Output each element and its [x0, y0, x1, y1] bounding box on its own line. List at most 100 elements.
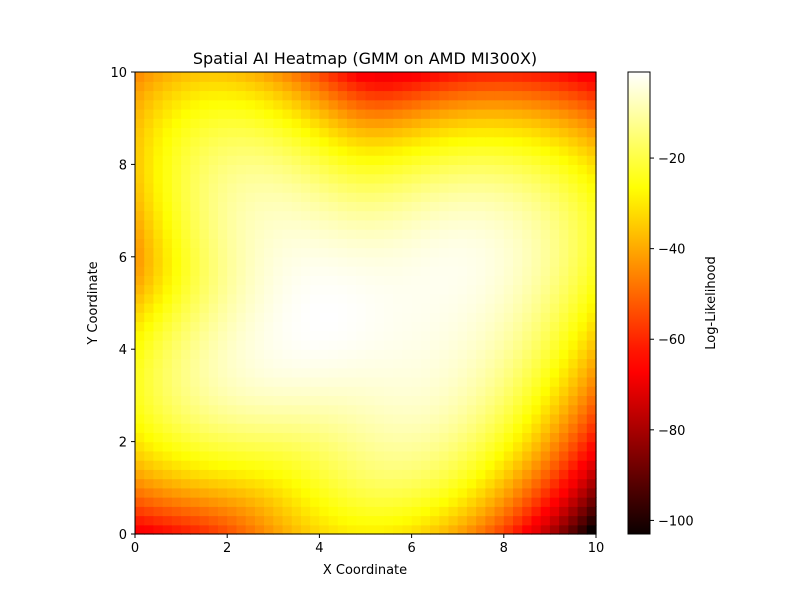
heatmap-cell: [586, 192, 597, 202]
heatmap-cell: [264, 312, 274, 323]
heatmap-cell: [300, 432, 311, 443]
heatmap-cell: [522, 90, 533, 101]
heatmap-cell: [319, 81, 330, 92]
heatmap-cell: [531, 423, 542, 433]
heatmap-cell: [208, 395, 219, 406]
heatmap-cell: [466, 367, 477, 378]
heatmap-cell: [273, 127, 284, 138]
heatmap-cell: [549, 201, 560, 212]
heatmap-cell: [577, 515, 588, 526]
heatmap-cell: [319, 256, 330, 267]
heatmap-cell: [217, 173, 228, 184]
heatmap-cell: [254, 229, 265, 239]
heatmap-cell: [245, 72, 256, 82]
heatmap-cell: [264, 478, 274, 489]
heatmap-cell: [522, 358, 533, 369]
heatmap-cell: [319, 339, 330, 350]
heatmap-cell: [236, 330, 247, 341]
heatmap-cell: [513, 90, 523, 101]
heatmap-cell: [402, 155, 413, 165]
heatmap-cell: [365, 349, 376, 360]
heatmap-cell: [356, 450, 367, 461]
heatmap-cell: [494, 72, 505, 82]
heatmap-cell: [439, 506, 450, 517]
heatmap-cell: [420, 432, 431, 443]
heatmap-cell: [217, 339, 228, 350]
heatmap-cell: [337, 404, 348, 415]
heatmap-cell: [181, 182, 191, 193]
heatmap-cell: [494, 487, 505, 498]
heatmap-cell: [476, 395, 486, 406]
heatmap-cell: [199, 118, 210, 129]
heatmap-cell: [383, 108, 394, 119]
heatmap-cell: [503, 72, 514, 82]
heatmap-cell: [171, 136, 182, 147]
heatmap-cell: [144, 487, 155, 498]
heatmap-cell: [310, 293, 320, 304]
heatmap-cell: [577, 266, 588, 276]
heatmap-cell: [254, 275, 265, 286]
heatmap-cell: [171, 303, 182, 313]
heatmap-cell: [540, 284, 551, 295]
heatmap-cell: [411, 404, 422, 415]
heatmap-cell: [503, 423, 514, 433]
heatmap-cell: [254, 284, 265, 295]
heatmap-cell: [393, 460, 403, 470]
heatmap-cell: [337, 118, 348, 129]
heatmap-cell: [466, 339, 477, 350]
heatmap-cell: [393, 192, 403, 202]
heatmap-cell: [540, 145, 551, 156]
heatmap-cell: [457, 339, 468, 350]
heatmap-cell: [531, 303, 542, 313]
heatmap-cell: [300, 182, 311, 193]
heatmap-cell: [310, 72, 320, 82]
heatmap-cell: [559, 293, 569, 304]
heatmap-cell: [153, 201, 164, 212]
heatmap-cell: [347, 358, 357, 369]
heatmap-cell: [411, 497, 422, 507]
heatmap-cell: [347, 99, 357, 110]
heatmap-cell: [402, 303, 413, 313]
heatmap-cell: [208, 506, 219, 517]
heatmap-cell: [347, 376, 357, 387]
heatmap-cell: [190, 266, 201, 276]
heatmap-cell: [181, 118, 191, 129]
heatmap-cell: [291, 155, 302, 165]
heatmap-cell: [310, 376, 320, 387]
heatmap-cell: [264, 330, 274, 341]
heatmap-cell: [310, 303, 320, 313]
heatmap-cell: [448, 155, 459, 165]
heatmap-cell: [531, 145, 542, 156]
heatmap-cell: [494, 339, 505, 350]
heatmap-cell: [568, 81, 579, 92]
heatmap-cell: [199, 201, 210, 212]
heatmap-cell: [448, 441, 459, 452]
heatmap-cell: [319, 450, 330, 461]
heatmap-cell: [319, 487, 330, 498]
heatmap-cell: [568, 182, 579, 193]
heatmap-cell: [328, 145, 339, 156]
heatmap-cell: [402, 247, 413, 258]
heatmap-cell: [153, 247, 164, 258]
heatmap-cell: [190, 441, 201, 452]
heatmap-cell: [568, 358, 579, 369]
heatmap-cell: [559, 367, 569, 378]
heatmap-cell: [466, 303, 477, 313]
heatmap-cell: [264, 173, 274, 184]
heatmap-cell: [476, 497, 486, 507]
heatmap-cell: [199, 450, 210, 461]
heatmap-cell: [494, 284, 505, 295]
heatmap-cell: [559, 339, 569, 350]
heatmap-cell: [273, 219, 284, 230]
heatmap-cell: [356, 469, 367, 480]
heatmap-cell: [365, 238, 376, 249]
heatmap-cell: [503, 330, 514, 341]
heatmap-cell: [577, 219, 588, 230]
heatmap-cell: [264, 108, 274, 119]
heatmap-cell: [374, 173, 385, 184]
heatmap-cell: [227, 497, 238, 507]
heatmap-cell: [457, 127, 468, 138]
heatmap-cell: [144, 312, 155, 323]
heatmap-cell: [531, 404, 542, 415]
heatmap-cell: [264, 339, 274, 350]
